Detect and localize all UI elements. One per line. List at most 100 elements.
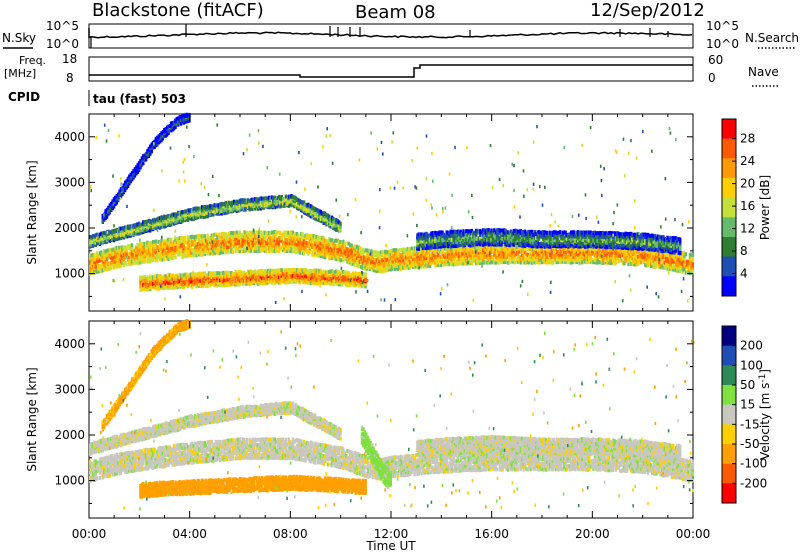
echo-cell: [434, 250, 437, 255]
echo-cell: [309, 276, 313, 280]
echo-cell: [198, 242, 201, 247]
echo-cell: [674, 254, 678, 259]
echo-cell: [582, 252, 585, 256]
echo-cell: [164, 253, 167, 258]
echo-cell: [178, 239, 181, 244]
echo-cell: [221, 279, 225, 284]
echo-cell: [484, 250, 488, 255]
echo-cell: [193, 209, 197, 214]
echo-cell: [332, 241, 335, 246]
echo-cell: [110, 233, 113, 238]
echo-cell: [515, 247, 518, 252]
echo-cell: [210, 275, 213, 279]
echo-cell: [540, 247, 543, 252]
echo-cell: [311, 250, 314, 255]
echo-cell: [463, 253, 467, 258]
echo-cell: [238, 230, 241, 235]
echo-cell: [156, 245, 159, 250]
echo-cell: [112, 247, 116, 252]
echo-cell: [252, 270, 255, 275]
echo-cell: [646, 263, 650, 267]
echo-cell: [318, 251, 321, 255]
echo-cell: [469, 256, 472, 261]
echo-cell: [578, 257, 581, 262]
echo-cell: [375, 263, 378, 268]
echo-cell: [111, 254, 114, 259]
echo-cell: [677, 268, 680, 273]
echo-cell: [460, 259, 464, 264]
echo-cell: [346, 247, 349, 252]
echo-cell: [497, 257, 500, 262]
echo-cell: [389, 251, 392, 256]
echo-cell: [521, 247, 524, 252]
echo-cell: [224, 250, 227, 255]
echo-cell: [319, 209, 323, 214]
echo-cell: [170, 278, 173, 283]
echo-cell: [519, 255, 522, 260]
echo-cell: [314, 250, 317, 255]
echo-cell: [287, 194, 290, 199]
echo-cell: [90, 258, 93, 263]
echo-cell: [514, 245, 517, 249]
echo-cell: [234, 241, 237, 246]
echo-cell: [189, 248, 193, 253]
echo-cell: [479, 255, 482, 260]
echo-cell: [305, 249, 309, 254]
echo-cell: [498, 251, 502, 256]
echo-cell: [111, 247, 114, 252]
echo-cell: [542, 258, 545, 263]
echo-cell: [494, 249, 497, 254]
echo-cell: [439, 254, 443, 259]
echo-cell: [420, 249, 423, 254]
echo-cell: [189, 240, 193, 245]
echo-cell: [405, 260, 408, 265]
echo-cell: [184, 249, 187, 254]
echo-cell: [551, 255, 555, 259]
echo-cell: [111, 262, 114, 267]
echo-cell: [451, 246, 454, 251]
echo-cell: [221, 250, 225, 255]
echo-cell: [579, 254, 583, 259]
echo-cell: [96, 236, 99, 241]
echo-cell: [249, 245, 253, 250]
echo-cell: [486, 250, 489, 255]
echo-cell: [632, 251, 636, 256]
echo-cell: [262, 203, 265, 208]
echo-cell: [406, 249, 409, 254]
echo-cell: [179, 236, 183, 241]
echo-cell: [449, 262, 453, 267]
echo-cell: [224, 247, 227, 252]
echo-cell: [301, 246, 304, 250]
echo-cell: [437, 257, 440, 262]
echo-cell: [154, 253, 158, 257]
echo-cell: [136, 255, 139, 260]
echo-cell: [182, 210, 186, 215]
echo-cell: [595, 247, 598, 252]
echo-cell: [231, 238, 234, 243]
echo-cell: [312, 274, 316, 278]
echo-cell: [330, 269, 334, 274]
echo-cell: [234, 272, 237, 277]
echo-cell: [351, 246, 355, 251]
echo-cell: [687, 262, 690, 267]
echo-cell: [309, 242, 313, 247]
echo-cell: [342, 277, 345, 282]
echo-cell: [330, 253, 334, 258]
echo-cell: [196, 242, 200, 246]
echo-cell: [101, 233, 104, 238]
echo-cell: [417, 257, 420, 262]
echo-cell: [270, 270, 274, 275]
echo-cell: [655, 252, 658, 256]
echo-cell: [213, 283, 216, 288]
echo-cell: [311, 205, 314, 210]
echo-cell: [628, 251, 632, 256]
echo-cell: [680, 256, 683, 261]
echo-cell: [124, 260, 127, 265]
echo-cell: [244, 235, 247, 240]
echo-cell: [620, 258, 623, 263]
echo-cell: [273, 232, 276, 237]
echo-cell: [139, 228, 142, 233]
echo-cell: [279, 246, 282, 251]
echo-cell: [143, 284, 146, 289]
echo-cell: [221, 240, 225, 245]
